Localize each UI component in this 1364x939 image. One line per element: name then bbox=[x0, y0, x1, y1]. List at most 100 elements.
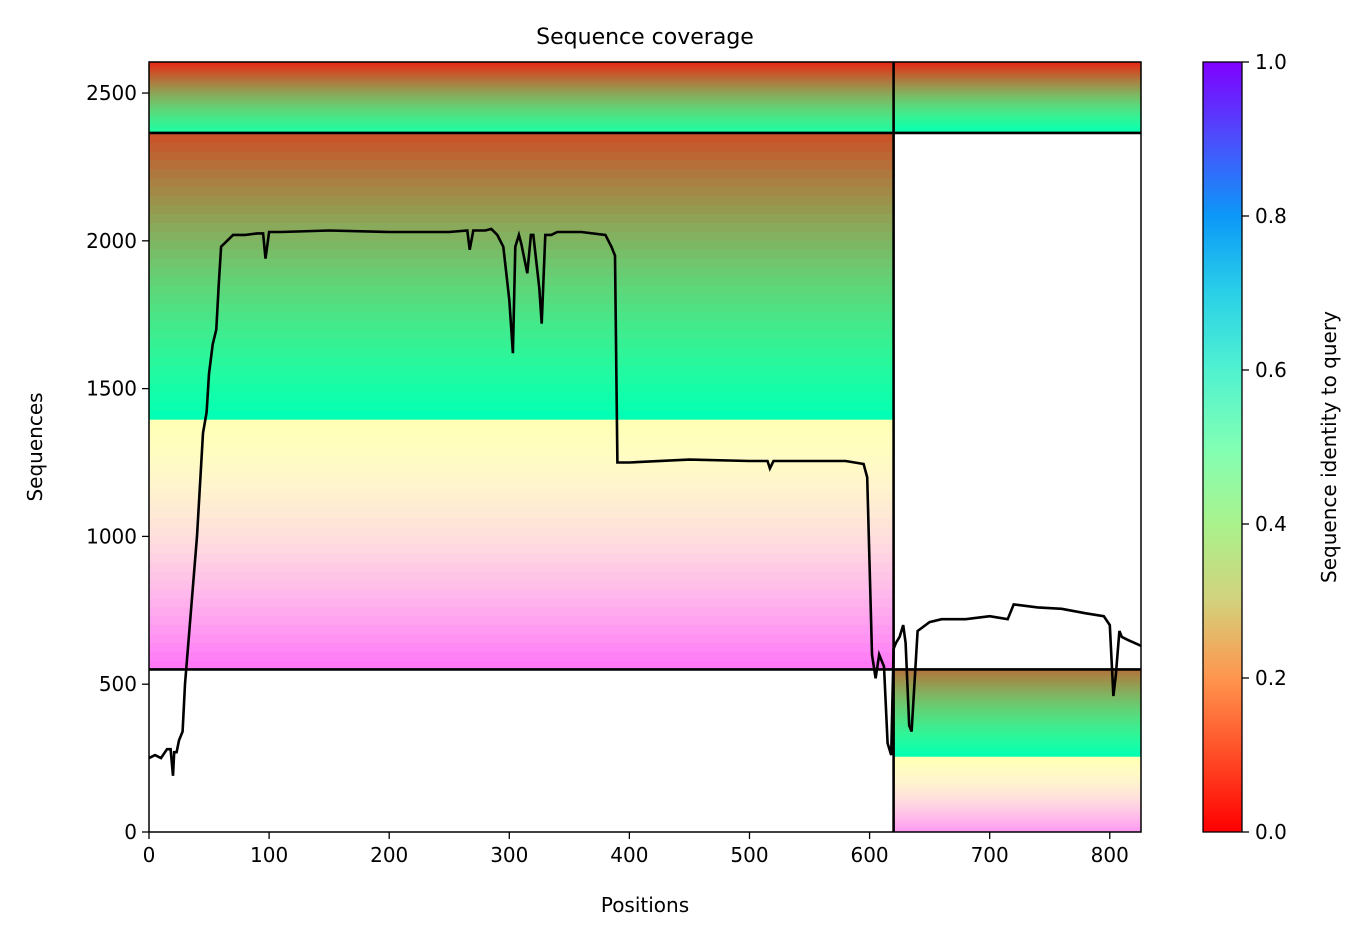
heatmap-cell bbox=[149, 101, 894, 103]
coverage-heatmap bbox=[149, 62, 1141, 832]
heatmap-cell bbox=[893, 783, 1141, 787]
heatmap-cell bbox=[893, 80, 1141, 83]
heatmap-cell bbox=[149, 597, 894, 608]
heatmap-cell bbox=[893, 764, 1141, 768]
heatmap-cell bbox=[893, 688, 1141, 692]
heatmap-cell bbox=[149, 114, 894, 116]
heatmap-cell bbox=[893, 701, 1141, 706]
heatmap-cell bbox=[893, 813, 1141, 817]
x-tick-label: 300 bbox=[490, 843, 528, 867]
heatmap-cell bbox=[893, 791, 1141, 795]
colorbar-tick-label: 0.0 bbox=[1255, 820, 1287, 844]
heatmap-cell bbox=[893, 115, 1141, 117]
heatmap-cell bbox=[893, 66, 1141, 69]
heatmap-cell bbox=[149, 70, 894, 73]
heatmap-cell bbox=[149, 177, 894, 188]
heatmap-cell bbox=[149, 103, 894, 106]
heatmap-cell bbox=[149, 535, 894, 545]
heatmap-cell bbox=[149, 88, 894, 90]
heatmap-cell bbox=[149, 436, 894, 447]
heatmap-cell bbox=[893, 756, 1141, 760]
heatmap-cell bbox=[893, 85, 1141, 88]
heatmap-cell bbox=[893, 674, 1141, 679]
heatmap-cell bbox=[149, 127, 894, 129]
y-axis: 0 500 1000 1500 2000 2500 bbox=[86, 81, 149, 844]
heatmap-cell bbox=[149, 84, 894, 87]
heatmap-cell bbox=[149, 141, 894, 152]
heatmap-cell bbox=[149, 125, 894, 128]
heatmap-cell bbox=[893, 804, 1141, 809]
heatmap-cell bbox=[893, 75, 1141, 77]
heatmap-cell bbox=[893, 821, 1141, 825]
heatmap-cell bbox=[149, 72, 894, 75]
heatmap-cell bbox=[893, 815, 1141, 820]
heatmap-cell bbox=[893, 77, 1141, 80]
x-tick-label: 700 bbox=[971, 843, 1009, 867]
heatmap-cell bbox=[149, 338, 894, 349]
heatmap-cell bbox=[893, 753, 1141, 757]
heatmap-cell bbox=[149, 80, 894, 83]
heatmap-cell bbox=[893, 112, 1141, 115]
heatmap-cell bbox=[893, 761, 1141, 765]
heatmap-cell bbox=[893, 777, 1141, 782]
heatmap-cell bbox=[149, 75, 894, 77]
heatmap-cell bbox=[893, 99, 1141, 102]
heatmap-cell bbox=[893, 72, 1141, 75]
heatmap-cell bbox=[149, 454, 894, 465]
heatmap-cell bbox=[893, 64, 1141, 67]
heatmap-cell bbox=[149, 112, 894, 115]
heatmap-cell bbox=[149, 633, 894, 644]
heatmap-cell bbox=[149, 122, 894, 125]
heatmap-cell bbox=[149, 374, 894, 384]
y-tick-label: 2000 bbox=[86, 229, 137, 253]
heatmap-cell bbox=[149, 130, 894, 133]
heatmap-cell bbox=[893, 685, 1141, 689]
heatmap-cell bbox=[893, 712, 1141, 717]
heatmap-cell bbox=[149, 73, 894, 76]
heatmap-cell bbox=[893, 78, 1141, 81]
colorbar-label: Sequence identity to query bbox=[1317, 311, 1341, 583]
y-tick-label: 1000 bbox=[86, 524, 137, 548]
heatmap-cell bbox=[893, 96, 1141, 99]
heatmap-cell bbox=[893, 109, 1141, 112]
heatmap-cell bbox=[149, 99, 894, 102]
heatmap-cell bbox=[893, 745, 1141, 749]
heatmap-cell bbox=[893, 769, 1141, 773]
heatmap-cell bbox=[893, 829, 1141, 832]
heatmap-cell bbox=[893, 122, 1141, 125]
heatmap-cell bbox=[893, 97, 1141, 100]
heatmap-cell bbox=[893, 98, 1141, 101]
heatmap-cell bbox=[893, 105, 1141, 108]
heatmap-cell bbox=[149, 150, 894, 161]
x-axis-label: Positions bbox=[601, 893, 689, 917]
y-axis-label: Sequences bbox=[23, 392, 47, 501]
heatmap-cell bbox=[893, 775, 1141, 779]
colorbar-tick-label: 0.8 bbox=[1255, 204, 1287, 228]
heatmap-cell bbox=[149, 284, 894, 295]
heatmap-cell bbox=[893, 121, 1141, 123]
heatmap-cell bbox=[893, 802, 1141, 806]
heatmap-cell bbox=[893, 116, 1141, 119]
heatmap-cell bbox=[149, 499, 894, 510]
heatmap-cell bbox=[149, 383, 894, 393]
heatmap-cell bbox=[893, 127, 1141, 129]
heatmap-cell bbox=[893, 129, 1141, 132]
heatmap-cell bbox=[893, 723, 1141, 727]
heatmap-cell bbox=[149, 320, 894, 331]
heatmap-cell bbox=[149, 651, 894, 662]
heatmap-cell bbox=[893, 720, 1141, 725]
coverage-line bbox=[149, 227, 1141, 776]
heatmap-cell bbox=[893, 691, 1141, 695]
heatmap-cell bbox=[893, 117, 1141, 120]
heatmap-cell bbox=[893, 73, 1141, 76]
heatmap-cell bbox=[149, 249, 894, 259]
heatmap-cell bbox=[893, 748, 1141, 752]
heatmap-cell bbox=[149, 562, 894, 572]
heatmap-cell bbox=[149, 365, 894, 375]
heatmap-cell bbox=[893, 103, 1141, 106]
heatmap-cell bbox=[149, 96, 894, 99]
heatmap-cell bbox=[893, 82, 1141, 84]
heatmap-cell bbox=[893, 707, 1141, 711]
heatmap-cell bbox=[149, 195, 894, 206]
heatmap-cell bbox=[149, 118, 894, 121]
